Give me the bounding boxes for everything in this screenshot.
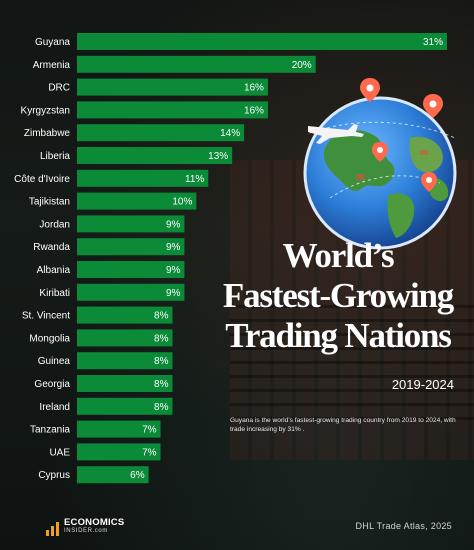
category-label: Guinea	[38, 356, 71, 367]
category-label: Zimbabwe	[24, 128, 71, 139]
category-label: Jordan	[39, 219, 70, 230]
bar	[77, 329, 173, 347]
value-label: 20%	[292, 60, 312, 71]
value-label: 7%	[142, 447, 157, 458]
title-line-2: Fastest-Growing	[222, 276, 454, 315]
category-label: Côte d'Ivoire	[14, 174, 70, 185]
category-label: Cyprus	[38, 470, 70, 481]
value-label: 8%	[154, 402, 169, 413]
bar	[77, 238, 185, 256]
value-label: 8%	[154, 379, 169, 390]
category-label: Kyrgyzstan	[21, 105, 70, 116]
bar	[77, 352, 173, 370]
value-label: 6%	[130, 470, 145, 481]
value-label: 9%	[166, 265, 181, 276]
bar	[77, 466, 149, 484]
category-label: Mongolia	[29, 333, 70, 344]
category-label: Albania	[37, 265, 71, 276]
value-label: 9%	[166, 288, 181, 299]
category-label: Guyana	[35, 37, 70, 48]
value-label: 16%	[244, 83, 264, 94]
category-label: Tanzania	[30, 425, 70, 436]
bar	[77, 306, 173, 324]
bar	[77, 397, 173, 415]
bar	[77, 124, 245, 142]
value-label: 7%	[142, 425, 157, 436]
category-label: Georgia	[34, 379, 70, 390]
category-label: Rwanda	[33, 242, 70, 253]
bar	[77, 101, 268, 119]
bar	[77, 147, 233, 164]
bar	[77, 420, 161, 438]
value-label: 8%	[154, 333, 169, 344]
bar	[77, 215, 185, 233]
value-label: 9%	[166, 219, 181, 230]
category-label: Kiribati	[39, 288, 70, 299]
value-label: 8%	[154, 311, 169, 322]
category-label: UAE	[49, 447, 70, 458]
value-label: 16%	[244, 105, 264, 116]
description-text: Guyana is the world’s fastest-growing tr…	[230, 417, 456, 433]
value-label: 8%	[154, 356, 169, 367]
bar	[77, 169, 209, 187]
bar	[77, 261, 185, 278]
title-line-1: World’s	[282, 236, 395, 275]
category-label: Ireland	[39, 402, 70, 413]
value-label: 31%	[423, 37, 443, 48]
value-label: 9%	[166, 242, 181, 253]
chart-title: World’s Fastest-Growing Trading Nations	[207, 236, 469, 356]
bar	[77, 283, 185, 301]
bar	[77, 78, 268, 96]
category-label: DRC	[48, 83, 70, 94]
value-label: 11%	[185, 174, 204, 185]
chart-subtitle: 2019-2024	[391, 377, 454, 392]
source-note: DHL Trade Atlas, 2025	[355, 521, 452, 531]
value-label: 10%	[172, 197, 192, 208]
bar-chart-logo-icon	[46, 522, 59, 536]
bar	[77, 55, 316, 73]
category-label: Armenia	[33, 60, 71, 71]
category-label: Liberia	[40, 151, 70, 162]
value-label: 13%	[208, 151, 228, 162]
bar	[77, 375, 173, 392]
category-label: St. Vincent	[22, 311, 70, 322]
title-line-3: Trading Nations	[225, 316, 452, 355]
globe-icon	[303, 78, 457, 250]
logo-line-2: INSIDER.com	[64, 528, 108, 534]
category-label: Tajikistan	[29, 197, 70, 208]
bar	[77, 192, 197, 210]
bar	[77, 443, 161, 461]
background-texture-overlay	[230, 300, 474, 420]
value-label: 14%	[220, 128, 240, 139]
logo-line-1: ECONOMICS	[64, 517, 125, 528]
bar	[77, 33, 447, 50]
